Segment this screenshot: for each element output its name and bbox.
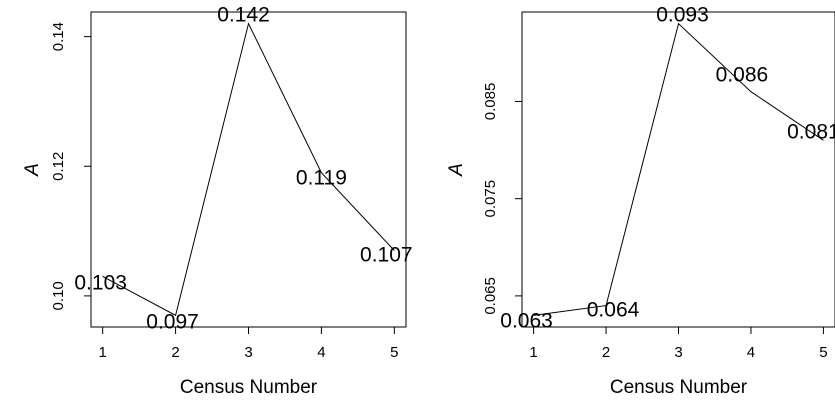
y-tick-label: 0.14 <box>50 22 67 51</box>
x-tick-label: 1 <box>98 344 106 361</box>
series-line <box>102 22 395 317</box>
plot-frame <box>90 11 407 328</box>
series-line <box>533 22 824 316</box>
y-axis-title: A <box>446 163 467 177</box>
x-tick-label: 3 <box>674 344 682 361</box>
y-tick-label: 0.075 <box>482 180 499 218</box>
x-tick-label: 3 <box>244 344 252 361</box>
y-tick-label: 0.10 <box>50 281 67 310</box>
data-label: 0.081 <box>787 120 835 143</box>
y-axis-title: A <box>22 163 43 177</box>
y-tick-label: 0.065 <box>482 277 499 315</box>
chart-panel-left: 1 2 3 4 5 0.10 0.12 0.14 Census Number A 0.103 0.09… <box>22 4 413 398</box>
x-axis-title: Census Number <box>610 377 748 398</box>
x-axis-title: Census Number <box>180 377 318 398</box>
data-label: 0.063 <box>500 309 553 332</box>
y-tick-label: 0.12 <box>50 152 67 181</box>
data-label: 0.097 <box>146 310 199 333</box>
x-tick-label: 1 <box>529 344 537 361</box>
chart-panel-right: 1 2 3 4 5 0.065 0.075 0.085 Census Number A 0.063 0… <box>446 4 835 398</box>
data-label: 0.064 <box>587 299 640 322</box>
data-label: 0.119 <box>296 167 347 190</box>
y-tick-label: 0.085 <box>482 83 499 121</box>
data-label: 0.103 <box>74 271 127 294</box>
x-tick-label: 5 <box>390 344 398 361</box>
plot-frame <box>521 11 835 328</box>
x-tick-label: 4 <box>747 344 755 361</box>
x-tick-label: 5 <box>819 344 827 361</box>
x-tick-label: 2 <box>171 344 179 361</box>
data-label: 0.086 <box>716 64 769 87</box>
data-label: 0.142 <box>217 4 270 27</box>
data-label: 0.107 <box>360 244 413 267</box>
x-tick-label: 4 <box>317 344 325 361</box>
x-tick-label: 2 <box>602 344 610 361</box>
data-label: 0.093 <box>656 4 709 27</box>
